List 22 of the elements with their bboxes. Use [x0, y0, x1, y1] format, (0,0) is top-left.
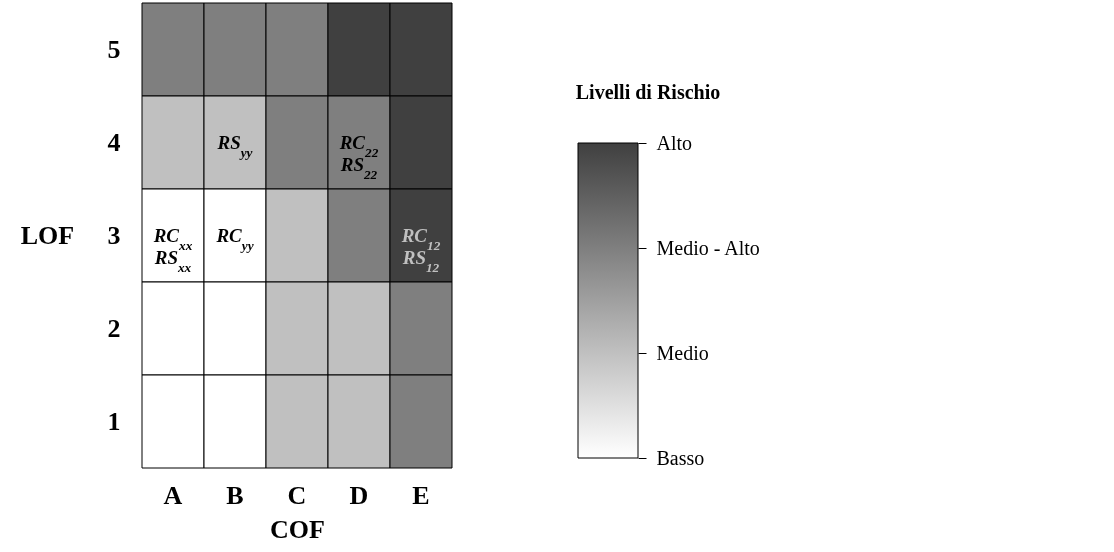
y-tick-label: 2 — [107, 313, 121, 343]
data-label: RS$_{yy}$ — [216, 131, 253, 159]
x-tick-label: E — [412, 480, 430, 510]
color-bar-label: Medio - Alto — [656, 236, 760, 259]
x-tick-label: D — [349, 480, 369, 510]
color-bar-title: Livelli di Rischio — [575, 81, 721, 103]
y-tick-label: 1 — [107, 406, 121, 436]
x-tick-label: B — [226, 480, 244, 510]
x-tick-label: C — [287, 480, 307, 510]
data-label: RC$_{22}$ RS$_{22}$ — [338, 131, 379, 181]
color-bar-label: Alto — [656, 131, 693, 154]
y-axis-title: LOF — [20, 221, 75, 250]
y-tick-label: 4 — [107, 127, 121, 157]
data-label: RC$_{12}$ RS$_{12}$ — [400, 224, 441, 274]
y-tick-label: 3 — [107, 220, 121, 250]
x-tick-label: A — [163, 480, 183, 510]
color-bar-label: Medio — [656, 341, 709, 364]
color-bar-label: Basso — [656, 446, 705, 469]
x-axis-title: COF — [270, 514, 325, 544]
data-label: RC$_{yy}$ — [215, 224, 254, 252]
y-tick-label: 5 — [107, 34, 121, 64]
data-label: RC$_{xx}$ RS$_{xx}$ — [152, 224, 193, 274]
